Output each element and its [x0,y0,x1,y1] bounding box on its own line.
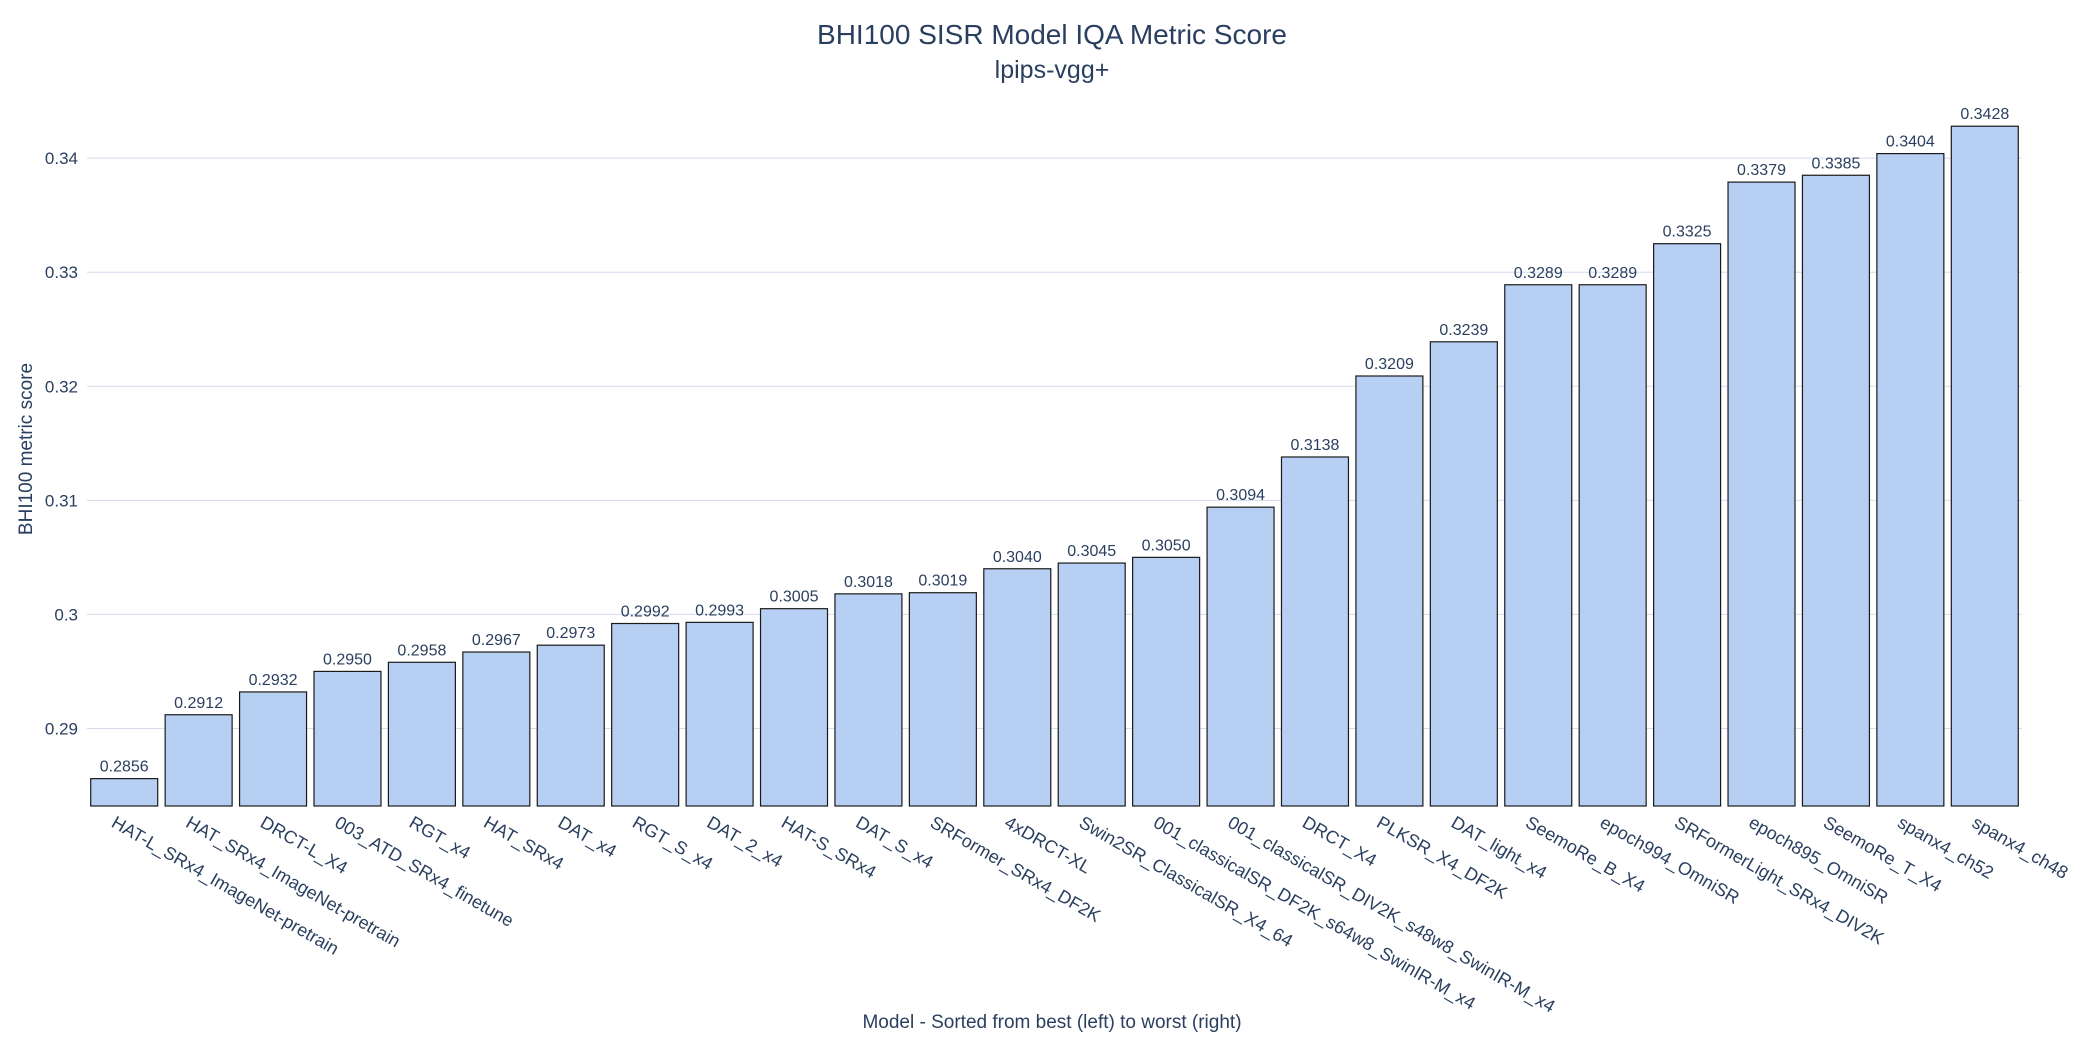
y-tick-label: 0.33 [45,263,78,282]
data-label: 0.2973 [546,625,595,642]
chart-subtitle: lpips-vgg+ [995,56,1110,84]
bar [1801,174,1871,807]
data-label: 0.3379 [1737,162,1786,179]
data-label: 0.2856 [100,759,149,776]
data-label: 0.3045 [1067,543,1116,560]
data-label: 0.3289 [1514,265,1563,282]
data-label: 0.3385 [1811,155,1860,172]
bar [1653,243,1722,807]
y-tick-label: 0.3 [54,605,78,624]
data-label: 0.3325 [1663,224,1712,241]
data-label: 0.2992 [621,604,670,621]
bar [1950,125,2019,807]
data-label: 0.2912 [174,695,223,712]
y-tick-label: 0.34 [45,149,78,168]
data-label: 0.2993 [695,602,744,619]
bar [387,661,456,807]
bar [908,592,977,807]
data-label: 0.3138 [1291,437,1340,454]
data-label: 0.3094 [1216,487,1265,504]
data-label: 0.2950 [323,651,372,668]
y-tick-label: 0.32 [45,377,78,396]
bar [685,621,754,807]
data-label: 0.3018 [844,574,893,591]
bar [1578,284,1647,807]
bar [611,622,680,807]
y-tick-label: 0.29 [45,719,78,738]
bar [1429,341,1498,807]
bar [1876,152,1945,807]
x-axis-title: Model - Sorted from best (left) to worst… [862,1012,1241,1033]
bar [1727,181,1796,807]
bar [1355,375,1424,807]
x-tick-label: RGT_S_x4 [629,812,717,875]
data-label: 0.3019 [918,573,967,590]
bar [1057,562,1126,807]
bar [1132,556,1201,807]
data-label: 0.2958 [397,642,446,659]
x-tick-labels: HAT-L_SRx4_ImageNet-pretrainHAT_SRx4_Ima… [108,812,2072,1017]
bar [536,644,605,807]
bar [983,568,1052,807]
bar [90,778,159,807]
y-tick-labels: 0.29 0.3 0.31 0.32 0.33 0.34 [45,149,78,738]
x-tick-label: HAT_SRx4 [480,812,567,875]
x-tick-label: epoch994_OmniSR [1596,812,1743,909]
bar [462,651,531,807]
y-axis-title: BHI100 metric score [16,363,37,535]
data-label: 0.3289 [1588,265,1637,282]
chart-title: BHI100 SISR Model IQA Metric Score [817,19,1287,50]
data-label: 0.2932 [249,672,298,689]
bar [1504,284,1573,807]
data-labels: 0.2856 0.2912 0.2932 0.2950 0.2958 0.2967 0.29… [100,106,2010,775]
x-tick-label: PLKSR_X4_DF2K [1373,812,1511,904]
bar [1280,456,1350,807]
bars [90,125,2019,807]
bar [313,670,382,807]
data-label: 0.3404 [1886,134,1935,151]
data-label: 0.3050 [1142,537,1191,554]
bar [759,608,829,807]
data-label: 0.3209 [1365,356,1414,373]
data-label: 0.3005 [770,589,819,606]
data-label: 0.2967 [472,632,521,649]
bar [164,714,233,807]
data-label: 0.3428 [1960,106,2009,123]
data-label: 0.3239 [1439,322,1488,339]
data-label: 0.3040 [993,549,1042,566]
y-tick-label: 0.31 [45,491,78,510]
x-tick-label: DAT_2_x4 [703,812,786,872]
bar [834,593,903,807]
bar [1206,506,1275,807]
bar [238,691,308,807]
